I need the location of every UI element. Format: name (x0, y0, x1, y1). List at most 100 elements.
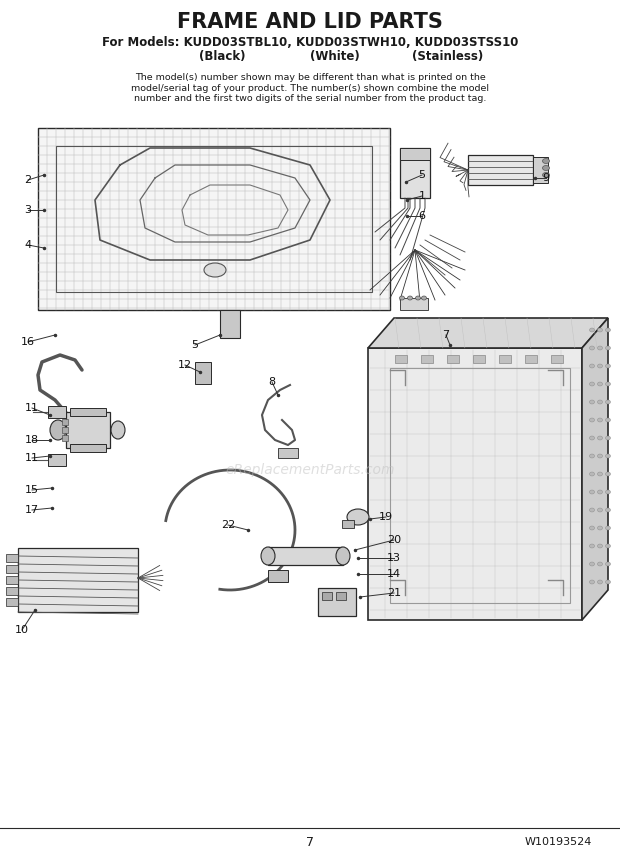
Bar (525, 355, 537, 363)
Bar (390, 368, 570, 603)
Bar (62, 419, 68, 425)
Ellipse shape (336, 547, 350, 565)
Ellipse shape (606, 580, 611, 584)
Bar (342, 520, 354, 528)
Polygon shape (368, 318, 608, 348)
Ellipse shape (399, 296, 404, 300)
Ellipse shape (50, 420, 66, 440)
Text: 8: 8 (268, 377, 275, 387)
Ellipse shape (598, 400, 603, 404)
Ellipse shape (542, 158, 549, 163)
Ellipse shape (422, 296, 427, 300)
Ellipse shape (598, 580, 603, 584)
Ellipse shape (606, 328, 611, 332)
Ellipse shape (111, 421, 125, 439)
Ellipse shape (590, 400, 595, 404)
Bar (70, 444, 106, 452)
Ellipse shape (415, 296, 420, 300)
Text: 2: 2 (24, 175, 32, 185)
Bar (6, 565, 18, 573)
Bar (62, 435, 68, 441)
Text: 21: 21 (387, 588, 401, 598)
Ellipse shape (606, 418, 611, 422)
Ellipse shape (606, 454, 611, 458)
Text: 6: 6 (418, 211, 425, 221)
Polygon shape (368, 348, 582, 620)
Bar (447, 355, 459, 363)
Bar (533, 157, 548, 183)
Bar (473, 355, 485, 363)
Bar (62, 427, 68, 433)
Bar (6, 576, 18, 584)
Ellipse shape (606, 346, 611, 350)
Bar (468, 155, 533, 185)
Bar (400, 148, 430, 160)
Ellipse shape (606, 544, 611, 548)
Ellipse shape (590, 346, 595, 350)
Ellipse shape (590, 508, 595, 512)
Ellipse shape (590, 544, 595, 548)
Ellipse shape (598, 544, 603, 548)
Bar (400, 148, 430, 198)
Ellipse shape (542, 165, 549, 170)
Text: 10: 10 (15, 625, 29, 635)
Ellipse shape (598, 562, 603, 566)
Ellipse shape (590, 364, 595, 368)
Bar (322, 592, 332, 600)
Ellipse shape (261, 547, 275, 565)
Text: 7: 7 (306, 835, 314, 848)
Text: (White): (White) (310, 50, 360, 62)
Bar (268, 547, 343, 565)
Bar (499, 355, 511, 363)
Bar (336, 592, 346, 600)
Text: 5: 5 (192, 340, 198, 350)
Bar (220, 310, 240, 338)
Text: 11: 11 (25, 453, 39, 463)
Ellipse shape (598, 472, 603, 476)
Ellipse shape (606, 526, 611, 530)
Bar (6, 587, 18, 595)
Text: eReplacementParts.com: eReplacementParts.com (225, 463, 395, 477)
Text: 17: 17 (25, 505, 39, 515)
Ellipse shape (606, 472, 611, 476)
Ellipse shape (606, 382, 611, 386)
Ellipse shape (606, 508, 611, 512)
Text: 14: 14 (387, 569, 401, 579)
Ellipse shape (542, 173, 549, 177)
Text: (Stainless): (Stainless) (412, 50, 484, 62)
Text: (Black): (Black) (199, 50, 246, 62)
Text: 22: 22 (221, 520, 235, 530)
Bar (38, 128, 390, 310)
Bar (195, 362, 211, 384)
Ellipse shape (606, 400, 611, 404)
Ellipse shape (598, 454, 603, 458)
Ellipse shape (598, 328, 603, 332)
Ellipse shape (590, 382, 595, 386)
Bar (56, 146, 372, 292)
Ellipse shape (590, 436, 595, 440)
Ellipse shape (407, 296, 412, 300)
Text: 13: 13 (387, 553, 401, 563)
Ellipse shape (606, 364, 611, 368)
Bar (70, 408, 106, 416)
Text: FRAME AND LID PARTS: FRAME AND LID PARTS (177, 12, 443, 32)
Text: 18: 18 (25, 435, 39, 445)
Bar (48, 406, 66, 418)
Ellipse shape (606, 436, 611, 440)
Ellipse shape (598, 436, 603, 440)
Ellipse shape (606, 490, 611, 494)
Ellipse shape (590, 472, 595, 476)
Ellipse shape (590, 562, 595, 566)
Polygon shape (582, 318, 608, 620)
Text: 20: 20 (387, 535, 401, 545)
Bar (400, 298, 428, 310)
Text: 4: 4 (24, 240, 32, 250)
Text: For Models: KUDD03STBL10, KUDD03STWH10, KUDD03STSS10: For Models: KUDD03STBL10, KUDD03STWH10, … (102, 35, 518, 49)
Ellipse shape (590, 454, 595, 458)
Text: 1: 1 (418, 191, 425, 201)
Text: 7: 7 (443, 330, 450, 340)
Text: 9: 9 (542, 173, 549, 183)
Text: 3: 3 (25, 205, 32, 215)
Bar (395, 355, 407, 363)
Ellipse shape (598, 490, 603, 494)
